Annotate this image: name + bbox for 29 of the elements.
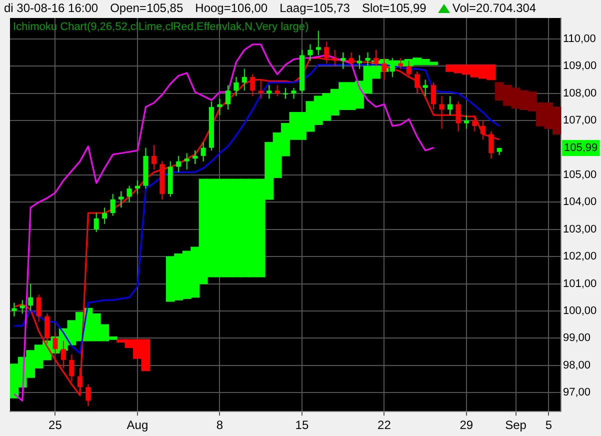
text: di 30-08-16 16:00 xyxy=(4,1,98,15)
y-tick-label: 101,00 xyxy=(563,278,597,290)
chart-title: Ichimoku Chart(9,26,52,clLime,clRed,Effenvlak,N,Very large) xyxy=(13,21,309,33)
y-tick-label: 98,00 xyxy=(563,359,591,372)
y-tick-label: 107,00 xyxy=(563,114,597,127)
x-tick-label: Sep xyxy=(505,418,527,432)
y-tick-label: 103,00 xyxy=(563,223,597,236)
y-tick-label: 97,00 xyxy=(563,386,591,399)
text: Hoog=106,00 xyxy=(195,1,268,15)
y-tick-label: 109,00 xyxy=(563,60,597,72)
text: Open=105,85 xyxy=(110,1,184,15)
y-tick-label: 102,00 xyxy=(563,250,597,263)
y-tick-label: 108,00 xyxy=(563,87,597,100)
x-tick-label: 15 xyxy=(295,418,309,432)
text: Laag=105,73 xyxy=(280,1,350,15)
x-tick-label: 25 xyxy=(48,418,62,432)
y-tick-label: 105,00 xyxy=(563,168,597,181)
y-tick-label: 110,00 xyxy=(563,32,596,45)
text: Vol=20.704.304 xyxy=(452,1,536,15)
x-tick-label: Aug xyxy=(126,418,148,432)
text: Slot=105,99 xyxy=(362,1,426,15)
x-tick-label: 29 xyxy=(460,418,474,432)
x-tick-label: 8 xyxy=(216,418,224,432)
x-tick-label: 5 xyxy=(545,418,552,432)
x-tick-label: 22 xyxy=(378,418,392,432)
annotation: 105,99 xyxy=(564,142,598,154)
y-tick-label: 104,00 xyxy=(563,196,597,208)
y-tick-label: 100,00 xyxy=(563,304,597,317)
y-tick-label: 99,00 xyxy=(563,332,591,344)
